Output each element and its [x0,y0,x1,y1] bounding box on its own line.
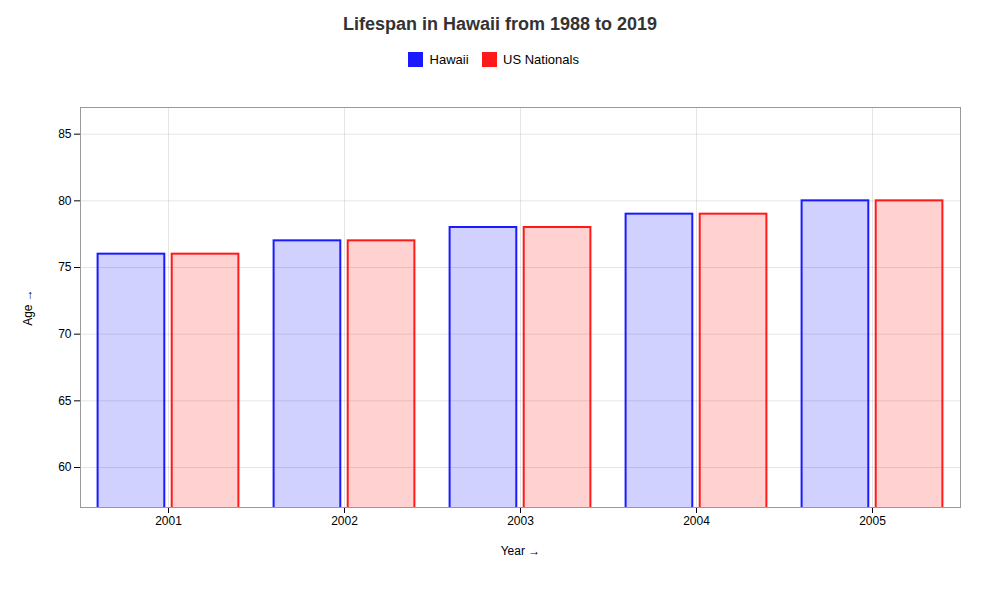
svg-text:70: 70 [58,327,72,341]
svg-text:2001: 2001 [155,514,182,528]
svg-text:2004: 2004 [683,514,710,528]
svg-text:2002: 2002 [331,514,358,528]
svg-text:2005: 2005 [859,514,886,528]
html-text:Lifespan in Hawaii from 1988 t: Lifespan in Hawaii from 1988 to 2019 [342,14,658,34]
svg-text:2003: 2003 [507,514,534,528]
svg-text:85: 85 [58,127,72,141]
svg-text:Age →: Age → [21,289,35,326]
html-text:US Nationals: US Nationals [503,52,579,67]
svg-text:65: 65 [58,393,72,407]
svg-text:Year →: Year → [501,543,541,557]
svg-text:75: 75 [58,260,72,274]
svg-text:80: 80 [58,193,72,207]
svg-text:60: 60 [58,460,72,474]
html-text:Hawaii: Hawaii [429,52,469,67]
